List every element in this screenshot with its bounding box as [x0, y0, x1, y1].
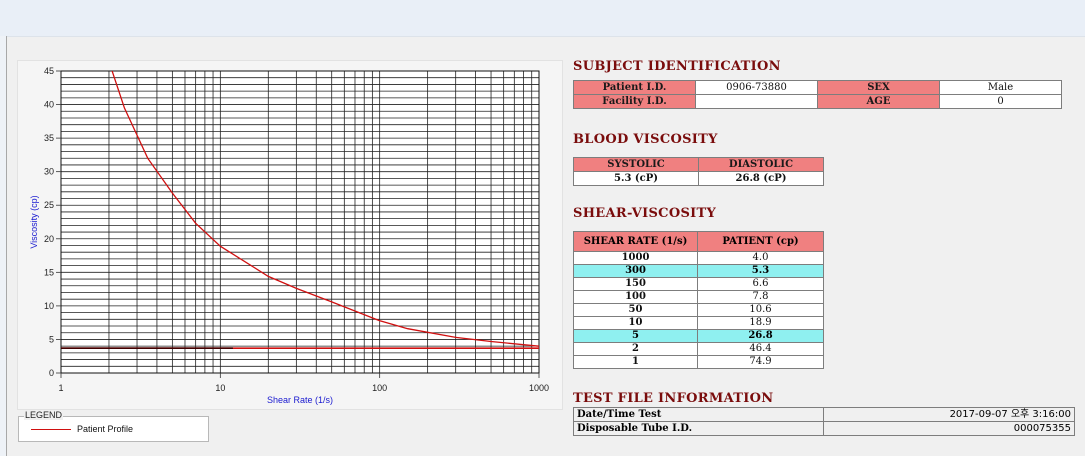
shear-rate-header: SHEAR RATE (1/s)	[573, 231, 698, 252]
left-edge	[0, 36, 7, 456]
shear-rate-cell: 1000	[573, 251, 698, 265]
x-tick-label: 100	[372, 383, 387, 393]
datetime-label: Date/Time Test	[573, 407, 824, 422]
table-row: 50 10.6	[573, 303, 824, 317]
shear-rate-cell: 100	[573, 290, 698, 304]
patient-id-value: 0906-73880	[695, 80, 818, 95]
viscosity-chart-panel: 0 5 10 15 20 25 30 35 40 45 1 10 100 1000 Shear Rate (…	[17, 60, 563, 410]
y-tick-label: 45	[44, 66, 54, 76]
patient-value-cell: 7.8	[697, 290, 824, 304]
legend-title: LEGEND	[24, 410, 64, 420]
y-tick-label: 40	[44, 100, 54, 110]
facility-id-value	[695, 94, 818, 109]
y-tick-label: 10	[44, 301, 54, 311]
facility-id-label: Facility I.D.	[573, 94, 696, 109]
y-tick-label: 15	[44, 267, 54, 277]
table-row: 100 7.8	[573, 290, 824, 304]
patient-cp-header: PATIENT (cp)	[697, 231, 824, 252]
y-tick-label: 30	[44, 167, 54, 177]
legend-line-swatch	[31, 429, 71, 430]
series-line-patient-profile	[111, 71, 539, 347]
table-row: 1000 4.0	[573, 251, 824, 265]
patient-value-cell: 6.6	[697, 277, 824, 291]
shear-rate-cell: 1	[573, 355, 698, 369]
subject-table: Patient I.D. 0906-73880 SEX Male Facilit…	[573, 80, 1062, 109]
shear-rate-cell: 300	[573, 264, 698, 278]
table-row: 150 6.6	[573, 277, 824, 291]
shear-rate-cell: 5	[573, 329, 698, 343]
datetime-value: 2017-09-07 오후 3:16:00	[823, 407, 1075, 422]
patient-id-label: Patient I.D.	[573, 80, 696, 95]
blood-viscosity-table: SYSTOLIC DIASTOLIC 5.3 (cP) 26.8 (cP)	[573, 157, 824, 186]
patient-value-cell: 46.4	[697, 342, 824, 356]
x-axis-label: Shear Rate (1/s)	[267, 395, 333, 405]
patient-value-cell: 10.6	[697, 303, 824, 317]
sex-label: SEX	[817, 80, 940, 95]
diastolic-value: 26.8 (cP)	[698, 171, 824, 186]
y-axis-label: Viscosity (cp)	[29, 195, 39, 248]
window-titlebar	[0, 0, 1085, 37]
y-tick-label: 0	[49, 368, 54, 378]
plot-area	[61, 71, 539, 373]
shear-viscosity-title: SHEAR-VISCOSITY	[573, 206, 717, 221]
tube-id-label: Disposable Tube I.D.	[573, 421, 824, 436]
age-label: AGE	[817, 94, 940, 109]
tube-id-value: 000075355	[823, 421, 1075, 436]
x-tick-label: 1	[58, 383, 63, 393]
table-row-highlighted: 300 5.3	[573, 264, 824, 278]
patient-value-cell: 5.3	[697, 264, 824, 278]
chart-legend: LEGEND Patient Profile	[18, 410, 209, 442]
sex-value: Male	[939, 80, 1062, 95]
blood-viscosity-title: BLOOD VISCOSITY	[573, 132, 718, 147]
shear-rate-cell: 2	[573, 342, 698, 356]
patient-value-cell: 4.0	[697, 251, 824, 265]
patient-value-cell: 74.9	[697, 355, 824, 369]
legend-label: Patient Profile	[77, 424, 134, 434]
shear-viscosity-table: SHEAR RATE (1/s) PATIENT (cp) 1000 4.0 30…	[573, 231, 824, 369]
patient-value-cell: 18.9	[697, 316, 824, 330]
shear-rate-cell: 150	[573, 277, 698, 291]
y-tick-label: 5	[49, 334, 54, 344]
subject-identification-title: SUBJECT IDENTIFICATION	[573, 59, 781, 74]
plot-frame	[60, 70, 540, 374]
diastolic-label: DIASTOLIC	[698, 157, 824, 172]
table-row-highlighted: 5 26.8	[573, 329, 824, 343]
shear-rate-cell: 50	[573, 303, 698, 317]
age-value: 0	[939, 94, 1062, 109]
x-tick-label: 1000	[529, 383, 549, 393]
test-file-table: Date/Time Test 2017-09-07 오후 3:16:00 Dis…	[573, 407, 1075, 436]
systolic-value: 5.3 (cP)	[573, 171, 699, 186]
test-file-information-title: TEST FILE INFORMATION	[573, 391, 774, 406]
shear-rate-cell: 10	[573, 316, 698, 330]
viscosity-chart: 0 5 10 15 20 25 30 35 40 45 1 10 100 1000 Shear Rate (…	[29, 66, 549, 405]
systolic-label: SYSTOLIC	[573, 157, 699, 172]
patient-value-cell: 26.8	[697, 329, 824, 343]
table-row: 10 18.9	[573, 316, 824, 330]
y-tick-label: 25	[44, 200, 54, 210]
y-tick-label: 35	[44, 133, 54, 143]
table-row: 1 74.9	[573, 355, 824, 369]
y-tick-label: 20	[44, 234, 54, 244]
x-tick-label: 10	[215, 383, 225, 393]
table-row: 2 46.4	[573, 342, 824, 356]
